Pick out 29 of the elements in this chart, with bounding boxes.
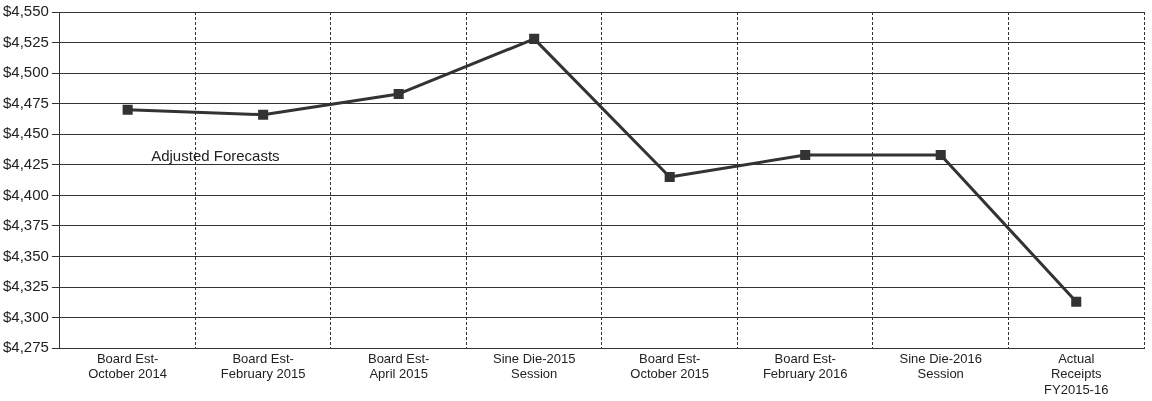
x-tick-label: Board Est- October 2014 (88, 350, 168, 382)
point (935, 150, 946, 161)
point (1071, 296, 1082, 307)
point (258, 109, 269, 120)
x-tick-label: Sine Die-2016 Session (899, 350, 982, 382)
y-tick-label: $4,525 (2, 32, 49, 50)
y-tick-label: $4,425 (2, 154, 49, 172)
x-tick-label: Board Est- February 2016 (762, 350, 848, 382)
point (800, 150, 811, 161)
y-tick-label: $4,500 (2, 63, 49, 81)
x-tick-label: Board Est- April 2015 (367, 350, 430, 382)
y-tick-label: $4,450 (2, 124, 49, 142)
x-tick-label: Sine Die-2015 Session (492, 350, 576, 382)
y-tick-label: $4,375 (2, 216, 49, 234)
y-tick-label: $4,300 (2, 307, 49, 325)
point (664, 172, 675, 183)
annotation: Adjusted Forecasts (151, 146, 280, 164)
y-tick-label: $4,475 (2, 93, 49, 111)
y-tick-label: $4,400 (2, 185, 49, 203)
point (393, 88, 404, 99)
x-tick-label: Actual Receipts FY2015-16 (1044, 350, 1109, 397)
y-tick-label: $4,325 (2, 277, 49, 295)
point (529, 33, 540, 44)
point (122, 104, 133, 115)
y-tick-label: $4,550 (2, 2, 49, 20)
y-tick-label: $4,275 (2, 338, 49, 356)
y-tick-label: $4,350 (2, 246, 49, 264)
x-tick-label: Board Est- October 2015 (630, 350, 710, 382)
x-tick-label: Board Est- February 2015 (220, 350, 306, 382)
